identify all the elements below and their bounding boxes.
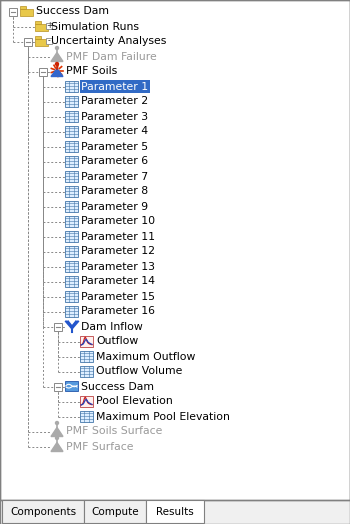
Text: Parameter 3: Parameter 3 [81, 112, 148, 122]
Bar [80, 396, 93, 407]
Text: Results: Results [156, 507, 194, 517]
Text: Parameter 6: Parameter 6 [81, 157, 148, 167]
Text: Parameter 9: Parameter 9 [81, 202, 148, 212]
Text: Parameter 12: Parameter 12 [81, 246, 155, 257]
Bar [65, 111, 78, 122]
Bar [35, 24, 48, 30]
Bar [9, 7, 17, 16]
Text: Maximum Pool Elevation: Maximum Pool Elevation [96, 411, 230, 421]
Bar [35, 36, 41, 38]
Bar [65, 81, 78, 92]
Bar [46, 23, 52, 28]
Bar [80, 351, 93, 362]
Bar [146, 500, 204, 523]
Text: Parameter 7: Parameter 7 [81, 171, 148, 181]
Text: Parameter 8: Parameter 8 [81, 187, 148, 196]
Bar [65, 276, 78, 287]
Bar [54, 322, 62, 331]
Text: +: + [46, 21, 52, 30]
Bar [65, 246, 78, 257]
Polygon shape [51, 442, 63, 452]
Bar [65, 380, 78, 390]
Polygon shape [51, 52, 63, 61]
Text: PMF Surface: PMF Surface [66, 442, 133, 452]
Text: Pool Elevation: Pool Elevation [96, 397, 173, 407]
Text: Parameter 4: Parameter 4 [81, 126, 148, 136]
Polygon shape [51, 69, 63, 77]
Bar [65, 126, 78, 136]
Text: Parameter 16: Parameter 16 [81, 307, 155, 316]
Bar [20, 8, 33, 16]
Bar [46, 38, 52, 43]
Text: -: - [48, 36, 50, 45]
Bar [80, 335, 93, 346]
Bar [65, 215, 78, 226]
Bar [20, 5, 26, 8]
Bar [65, 290, 78, 301]
Text: Maximum Outflow: Maximum Outflow [96, 352, 195, 362]
Bar [65, 185, 78, 196]
Text: Outflow Volume: Outflow Volume [96, 366, 182, 377]
Bar [80, 410, 93, 421]
Bar [65, 260, 78, 271]
Bar [65, 156, 78, 167]
Bar [54, 383, 62, 390]
Text: PMF Soils Surface: PMF Soils Surface [66, 427, 162, 436]
Text: Dam Inflow: Dam Inflow [81, 322, 143, 332]
Text: Compute: Compute [91, 507, 139, 517]
Text: Parameter 11: Parameter 11 [81, 232, 155, 242]
Bar [65, 305, 78, 316]
Bar [35, 38, 48, 46]
Text: Parameter 13: Parameter 13 [81, 261, 155, 271]
Circle shape [56, 436, 58, 440]
Text: Parameter 2: Parameter 2 [81, 96, 148, 106]
Circle shape [56, 47, 58, 49]
Bar [80, 366, 93, 377]
Bar [65, 231, 78, 242]
Bar [39, 68, 47, 75]
Circle shape [56, 421, 58, 424]
Bar [65, 140, 78, 151]
Text: Components: Components [10, 507, 76, 517]
Bar [2, 500, 84, 523]
Bar [0, 500, 350, 524]
Text: PMF Soils: PMF Soils [66, 67, 117, 77]
Circle shape [56, 62, 58, 66]
Bar [80, 80, 150, 93]
Text: PMF Dam Failure: PMF Dam Failure [66, 51, 157, 61]
Text: Parameter 14: Parameter 14 [81, 277, 155, 287]
Text: Outflow: Outflow [96, 336, 138, 346]
Bar [84, 500, 146, 523]
Text: Success Dam: Success Dam [81, 381, 154, 391]
Text: Parameter 5: Parameter 5 [81, 141, 148, 151]
Bar [65, 95, 78, 106]
Text: Parameter 15: Parameter 15 [81, 291, 155, 301]
Polygon shape [51, 428, 63, 436]
Bar [24, 38, 32, 46]
Bar [65, 201, 78, 212]
Text: Parameter 10: Parameter 10 [81, 216, 155, 226]
Bar [35, 20, 41, 24]
Bar [65, 170, 78, 181]
Text: Success Dam: Success Dam [36, 6, 109, 16]
Text: Parameter 1: Parameter 1 [81, 82, 148, 92]
Text: Uncertainty Analyses: Uncertainty Analyses [51, 37, 166, 47]
Text: Simulation Runs: Simulation Runs [51, 21, 139, 31]
